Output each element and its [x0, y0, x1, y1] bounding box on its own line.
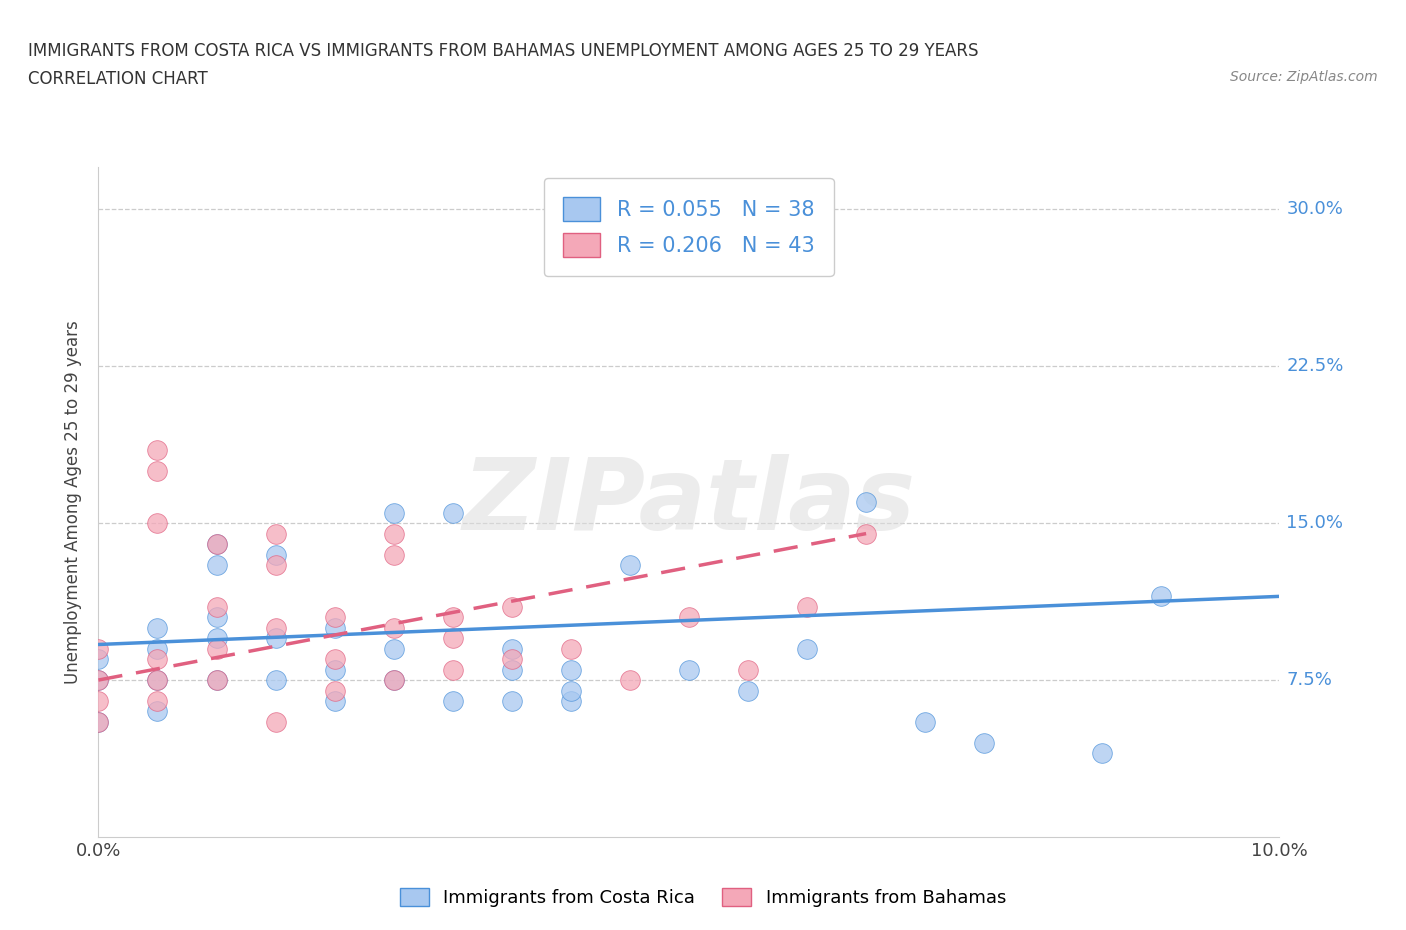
Point	[146, 642, 169, 657]
Point	[1150, 589, 1173, 604]
Text: ZIPatlas: ZIPatlas	[463, 454, 915, 551]
Point	[264, 672, 287, 687]
Point	[560, 662, 582, 677]
Point	[382, 505, 405, 520]
Legend: Immigrants from Costa Rica, Immigrants from Bahamas: Immigrants from Costa Rica, Immigrants f…	[391, 879, 1015, 916]
Point	[264, 526, 287, 541]
Point	[205, 558, 228, 573]
Point	[146, 620, 169, 635]
Point	[87, 672, 110, 687]
Point	[87, 714, 110, 729]
Point	[560, 683, 582, 698]
Point	[441, 694, 464, 709]
Point	[560, 694, 582, 709]
Point	[87, 652, 110, 667]
Point	[441, 610, 464, 625]
Point	[501, 600, 523, 615]
Point	[323, 610, 346, 625]
Text: IMMIGRANTS FROM COSTA RICA VS IMMIGRANTS FROM BAHAMAS UNEMPLOYMENT AMONG AGES 25: IMMIGRANTS FROM COSTA RICA VS IMMIGRANTS…	[28, 42, 979, 60]
Point	[501, 694, 523, 709]
Point	[264, 547, 287, 562]
Point	[382, 526, 405, 541]
Point	[382, 642, 405, 657]
Point	[146, 704, 169, 719]
Point	[264, 558, 287, 573]
Text: 15.0%: 15.0%	[1286, 514, 1344, 532]
Point	[619, 672, 641, 687]
Point	[914, 714, 936, 729]
Point	[619, 558, 641, 573]
Point	[560, 642, 582, 657]
Point	[205, 537, 228, 551]
Point	[796, 600, 818, 615]
Point	[146, 694, 169, 709]
Point	[87, 694, 110, 709]
Point	[441, 662, 464, 677]
Point	[323, 662, 346, 677]
Point	[323, 620, 346, 635]
Point	[205, 610, 228, 625]
Point	[737, 662, 759, 677]
Point	[205, 642, 228, 657]
Point	[501, 652, 523, 667]
Point	[146, 463, 169, 478]
Point	[323, 683, 346, 698]
Point	[382, 547, 405, 562]
Point	[323, 652, 346, 667]
Point	[205, 537, 228, 551]
Point	[501, 642, 523, 657]
Point	[146, 652, 169, 667]
Point	[382, 672, 405, 687]
Point	[973, 736, 995, 751]
Point	[87, 672, 110, 687]
Text: CORRELATION CHART: CORRELATION CHART	[28, 70, 208, 87]
Point	[678, 662, 700, 677]
Point	[382, 672, 405, 687]
Point	[855, 526, 877, 541]
Point	[678, 610, 700, 625]
Point	[382, 620, 405, 635]
Point	[205, 631, 228, 645]
Point	[501, 662, 523, 677]
Point	[796, 642, 818, 657]
Text: Source: ZipAtlas.com: Source: ZipAtlas.com	[1230, 70, 1378, 84]
Point	[264, 620, 287, 635]
Point	[855, 495, 877, 510]
Point	[146, 443, 169, 458]
Point	[441, 631, 464, 645]
Y-axis label: Unemployment Among Ages 25 to 29 years: Unemployment Among Ages 25 to 29 years	[65, 320, 83, 684]
Text: 30.0%: 30.0%	[1286, 200, 1343, 219]
Point	[441, 505, 464, 520]
Point	[264, 714, 287, 729]
Point	[737, 683, 759, 698]
Point	[205, 672, 228, 687]
Text: 22.5%: 22.5%	[1286, 357, 1344, 375]
Legend: R = 0.055   N = 38, R = 0.206   N = 43: R = 0.055 N = 38, R = 0.206 N = 43	[544, 178, 834, 276]
Point	[87, 642, 110, 657]
Point	[146, 672, 169, 687]
Point	[323, 694, 346, 709]
Text: 7.5%: 7.5%	[1286, 671, 1333, 689]
Point	[264, 631, 287, 645]
Point	[1091, 746, 1114, 761]
Point	[205, 672, 228, 687]
Point	[87, 714, 110, 729]
Point	[146, 672, 169, 687]
Point	[146, 516, 169, 531]
Point	[205, 600, 228, 615]
